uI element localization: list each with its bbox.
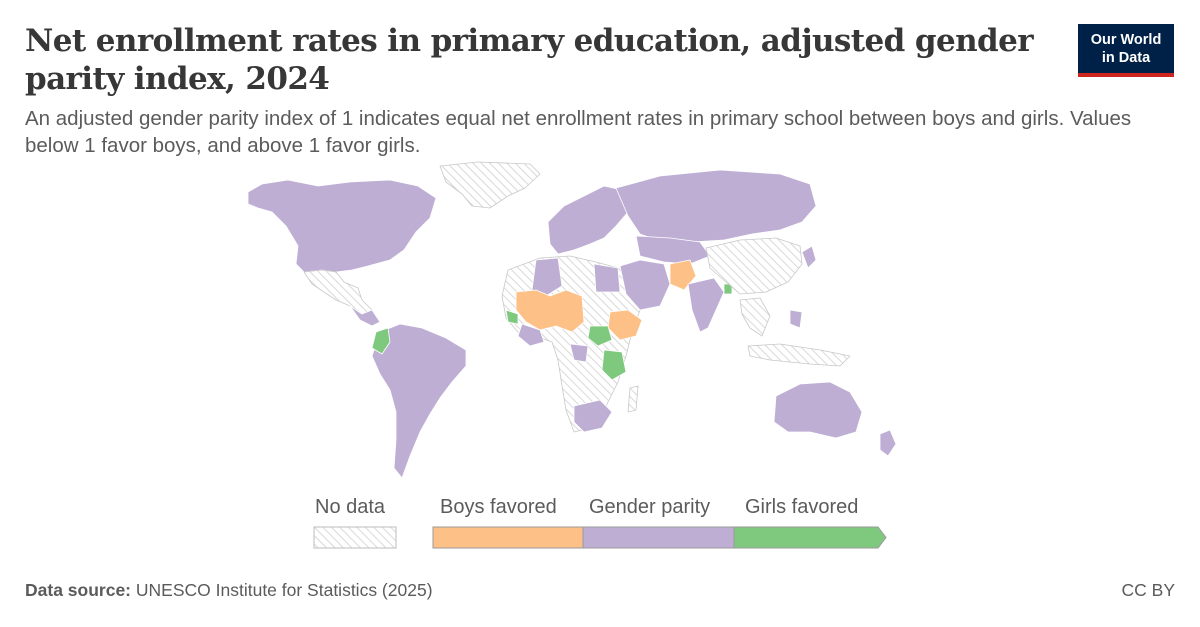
region-north-africa[interactable] — [531, 257, 563, 297]
region-sahel[interactable] — [515, 289, 585, 333]
logo-line-2: in Data — [1101, 49, 1151, 66]
region-south-sudan[interactable] — [587, 325, 613, 347]
region-indonesia[interactable] — [747, 343, 851, 367]
region-guinea[interactable] — [505, 309, 519, 325]
owid-logo[interactable]: Our World in Data — [1078, 24, 1174, 77]
region-russia[interactable] — [615, 169, 817, 243]
legend-gender-parity-swatch — [582, 526, 735, 549]
region-china[interactable] — [705, 237, 803, 295]
region-new-zealand[interactable] — [879, 429, 897, 457]
legend-boys-favored-swatch — [432, 526, 584, 549]
legend-girls-favored-label: Girls favored — [745, 496, 859, 518]
region-west-africa[interactable] — [517, 323, 545, 347]
region-europe[interactable] — [547, 185, 629, 255]
data-source-label: Data source: — [25, 580, 132, 600]
legend-gender-parity-label: Gender parity — [589, 496, 711, 518]
region-south-america[interactable] — [371, 323, 467, 479]
license[interactable]: CC BY — [1121, 580, 1175, 600]
region-southeast-asia[interactable] — [739, 297, 771, 337]
chart-subtitle: An adjusted gender parity index of 1 ind… — [25, 107, 1132, 157]
region-egypt[interactable] — [593, 263, 621, 293]
legend-boys-favored-label: Boys favored — [440, 496, 557, 518]
world-map[interactable] — [240, 160, 920, 490]
legend-no-data-swatch — [313, 526, 397, 549]
data-source: Data source: UNESCO Institute for Statis… — [25, 580, 433, 601]
region-pakistan[interactable] — [669, 259, 697, 291]
legend-girls-favored-swatch — [733, 526, 887, 549]
logo-line-1: Our World — [1090, 31, 1162, 48]
region-southern-africa[interactable] — [573, 399, 613, 433]
region-tanzania[interactable] — [601, 349, 627, 381]
color-legend — [313, 526, 887, 549]
region-japan[interactable] — [801, 245, 817, 269]
region-north-america[interactable] — [247, 179, 437, 273]
chart-title: Net enrollment rates in primary educatio… — [25, 23, 1034, 97]
region-india[interactable] — [687, 277, 725, 333]
region-philippines[interactable] — [789, 309, 803, 329]
region-colombia[interactable] — [371, 327, 391, 355]
region-central-america[interactable] — [349, 305, 381, 327]
region-mexico[interactable] — [303, 269, 373, 315]
region-central-africa[interactable] — [569, 343, 589, 363]
region-greenland[interactable] — [439, 161, 541, 209]
region-australia[interactable] — [773, 381, 863, 439]
region-middle-east[interactable] — [619, 259, 671, 311]
data-source-text[interactable]: UNESCO Institute for Statistics (2025) — [135, 580, 433, 600]
region-central-asia[interactable] — [635, 235, 711, 265]
region-madagascar[interactable] — [627, 385, 639, 413]
legend-no-data-label: No data — [315, 496, 386, 518]
